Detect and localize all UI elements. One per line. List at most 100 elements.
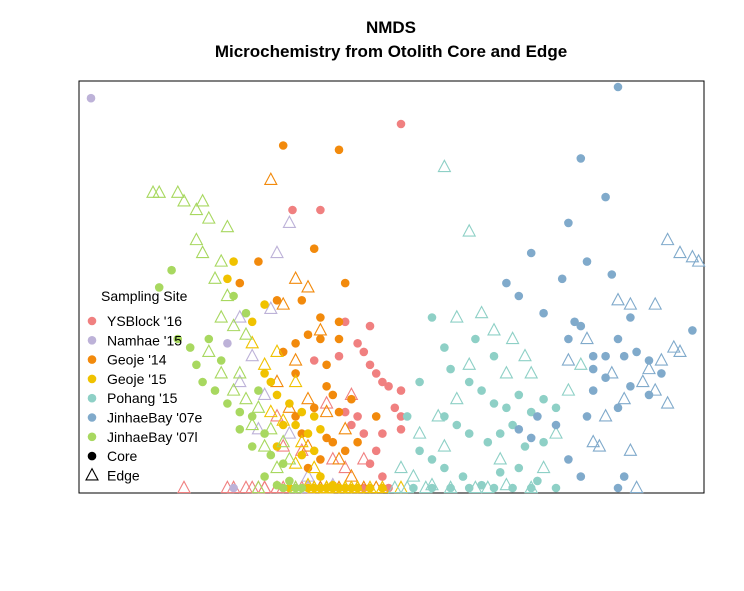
- edge-point: [170, 184, 185, 198]
- core-point: [260, 300, 269, 309]
- core-point: [396, 412, 406, 421]
- edge-point: [214, 309, 229, 323]
- edge-point: [462, 223, 477, 237]
- edge-point: [282, 215, 297, 228]
- legend-marker-circle: [87, 355, 97, 364]
- core-point: [154, 283, 164, 292]
- edge-point: [282, 425, 297, 439]
- core-point: [297, 296, 307, 305]
- legend-label: Core: [107, 448, 138, 464]
- edge-point: [263, 421, 278, 435]
- edge-point: [257, 438, 272, 452]
- edge-point: [561, 352, 576, 366]
- edge-point: [276, 296, 291, 310]
- edge-point: [338, 421, 353, 435]
- core-point: [278, 141, 288, 150]
- edge-point: [499, 477, 514, 491]
- core-point: [570, 317, 579, 327]
- edge-point: [189, 202, 204, 216]
- legend-label: Geoje '15: [107, 371, 167, 387]
- edge-point: [288, 352, 303, 366]
- core-point: [564, 218, 573, 228]
- core-point: [402, 412, 412, 421]
- legend-item: JinhaeBay '07e: [87, 410, 203, 426]
- edge-point: [623, 296, 638, 310]
- core-point: [359, 429, 369, 438]
- legend-marker-circle: [87, 374, 97, 384]
- core-point: [185, 343, 195, 352]
- core-point: [353, 339, 362, 348]
- edge-point: [220, 219, 235, 233]
- core-point: [288, 205, 297, 215]
- core-point: [328, 437, 338, 447]
- edge-point: [276, 434, 291, 448]
- core-point: [291, 420, 300, 430]
- core-point: [309, 446, 319, 456]
- edge-point: [232, 309, 247, 323]
- edge-point: [505, 331, 520, 345]
- core-point: [495, 429, 505, 438]
- edge-point: [201, 210, 216, 224]
- edge-point: [226, 382, 241, 396]
- core-point: [322, 360, 331, 370]
- core-point: [626, 313, 635, 322]
- core-point: [241, 308, 251, 318]
- core-point: [489, 351, 499, 361]
- legend-item: Edge: [85, 467, 140, 483]
- core-point: [483, 437, 493, 447]
- core-point: [613, 483, 623, 493]
- edge-point: [592, 438, 607, 452]
- core-point: [526, 483, 536, 493]
- core-point: [297, 483, 307, 493]
- edge-point: [660, 395, 675, 409]
- edge-point: [239, 391, 253, 405]
- edge-point: [611, 292, 625, 306]
- core-point: [396, 425, 406, 434]
- core-point: [223, 274, 232, 284]
- legend-marker-circle: [87, 316, 97, 326]
- edge-point: [493, 451, 508, 465]
- core-point: [303, 429, 313, 438]
- edge-point: [214, 365, 229, 379]
- core-point: [328, 390, 338, 400]
- core-point: [272, 296, 282, 305]
- edge-point: [524, 365, 539, 379]
- core-point: [216, 356, 226, 365]
- edge-point: [673, 245, 687, 259]
- data-points: [86, 82, 706, 494]
- core-point: [235, 425, 245, 434]
- core-point: [204, 334, 214, 344]
- core-point: [415, 377, 424, 387]
- core-point: [526, 248, 536, 258]
- edge-point: [356, 451, 371, 465]
- series-2: [235, 141, 384, 494]
- edge-point: [319, 404, 334, 418]
- edge-point: [561, 382, 576, 396]
- edge-point: [270, 344, 284, 357]
- core-point: [533, 412, 542, 421]
- core-point: [334, 334, 344, 344]
- core-point: [278, 347, 288, 357]
- core-point: [415, 446, 424, 456]
- core-point: [334, 407, 344, 417]
- core-point: [167, 265, 176, 275]
- edge-point: [301, 279, 315, 293]
- core-point: [285, 483, 294, 493]
- core-point: [533, 476, 542, 486]
- core-point: [340, 483, 350, 493]
- core-point: [192, 360, 201, 370]
- edge-point: [288, 374, 303, 388]
- legend-label: Namhae '15: [107, 332, 182, 348]
- core-point: [365, 360, 375, 370]
- core-point: [309, 403, 319, 413]
- edge-point: [518, 348, 532, 362]
- edge-point: [245, 348, 260, 362]
- core-point: [309, 356, 319, 365]
- core-point: [607, 270, 617, 279]
- core-point: [396, 119, 406, 129]
- core-point: [322, 433, 331, 443]
- edge-point: [251, 421, 266, 435]
- core-point: [632, 347, 641, 357]
- series-6: [146, 184, 307, 494]
